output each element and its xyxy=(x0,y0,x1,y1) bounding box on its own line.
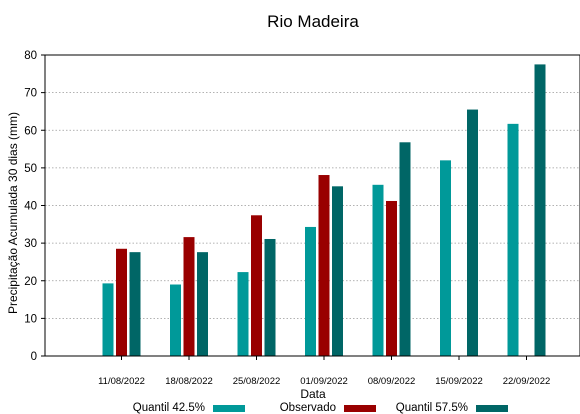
x-tick-label: 11/08/2022 xyxy=(98,376,145,387)
bar xyxy=(318,175,330,356)
bar xyxy=(440,160,451,356)
x-tick-label: 25/08/2022 xyxy=(233,376,281,387)
x-tick-label: 01/09/2022 xyxy=(300,376,348,387)
bar xyxy=(305,226,316,356)
bar xyxy=(332,186,343,356)
bar xyxy=(372,184,384,356)
legend-label: Quantil 42.5% xyxy=(133,402,205,414)
y-tick-label: 40 xyxy=(24,201,37,213)
legend-swatch xyxy=(476,405,508,412)
y-tick-label: 10 xyxy=(24,313,37,325)
y-tick-label: 70 xyxy=(24,88,37,100)
y-axis-label: Precipitação Acumulada 30 dias (mm) xyxy=(6,112,20,314)
y-axis-ticks: 0 10 20 30 40 50 60 70 80 xyxy=(24,50,45,363)
bar xyxy=(102,283,114,356)
legend-swatch xyxy=(213,405,245,412)
x-tick-label: 18/08/2022 xyxy=(165,376,213,387)
legend-label: Quantil 57.5% xyxy=(396,402,468,414)
bar xyxy=(197,252,208,356)
y-tick-label: 80 xyxy=(24,50,37,62)
bar xyxy=(399,142,411,356)
legend-swatch xyxy=(344,405,376,412)
x-tick-label: 08/09/2022 xyxy=(368,376,416,387)
bar xyxy=(534,64,546,356)
x-tick-label: 15/09/2022 xyxy=(435,376,483,387)
bar xyxy=(170,284,181,356)
legend-label: Observado xyxy=(280,402,336,414)
bar xyxy=(386,200,397,356)
y-tick-label: 60 xyxy=(24,125,37,137)
bar xyxy=(264,238,276,356)
y-tick-label: 30 xyxy=(24,238,37,250)
bar xyxy=(251,215,262,356)
x-axis-label: Data xyxy=(300,387,326,401)
bar xyxy=(237,272,249,356)
x-tick-label: 22/09/2022 xyxy=(503,376,551,387)
y-tick-label: 50 xyxy=(24,163,37,175)
bar xyxy=(467,109,478,357)
plot-frame xyxy=(44,54,580,357)
bars xyxy=(102,64,546,357)
bar xyxy=(507,123,519,356)
chart-title: Rio Madeira xyxy=(267,12,359,31)
x-axis-ticks: 11/08/2022 18/08/2022 25/08/2022 01/09/2022… xyxy=(98,356,550,387)
bar xyxy=(129,252,141,356)
bar xyxy=(183,237,195,356)
legend: Quantil 42.5% Observado Quantil 57.5% xyxy=(133,402,508,414)
y-tick-label: 0 xyxy=(31,351,37,363)
bar xyxy=(116,248,127,356)
y-tick-label: 20 xyxy=(24,276,37,288)
